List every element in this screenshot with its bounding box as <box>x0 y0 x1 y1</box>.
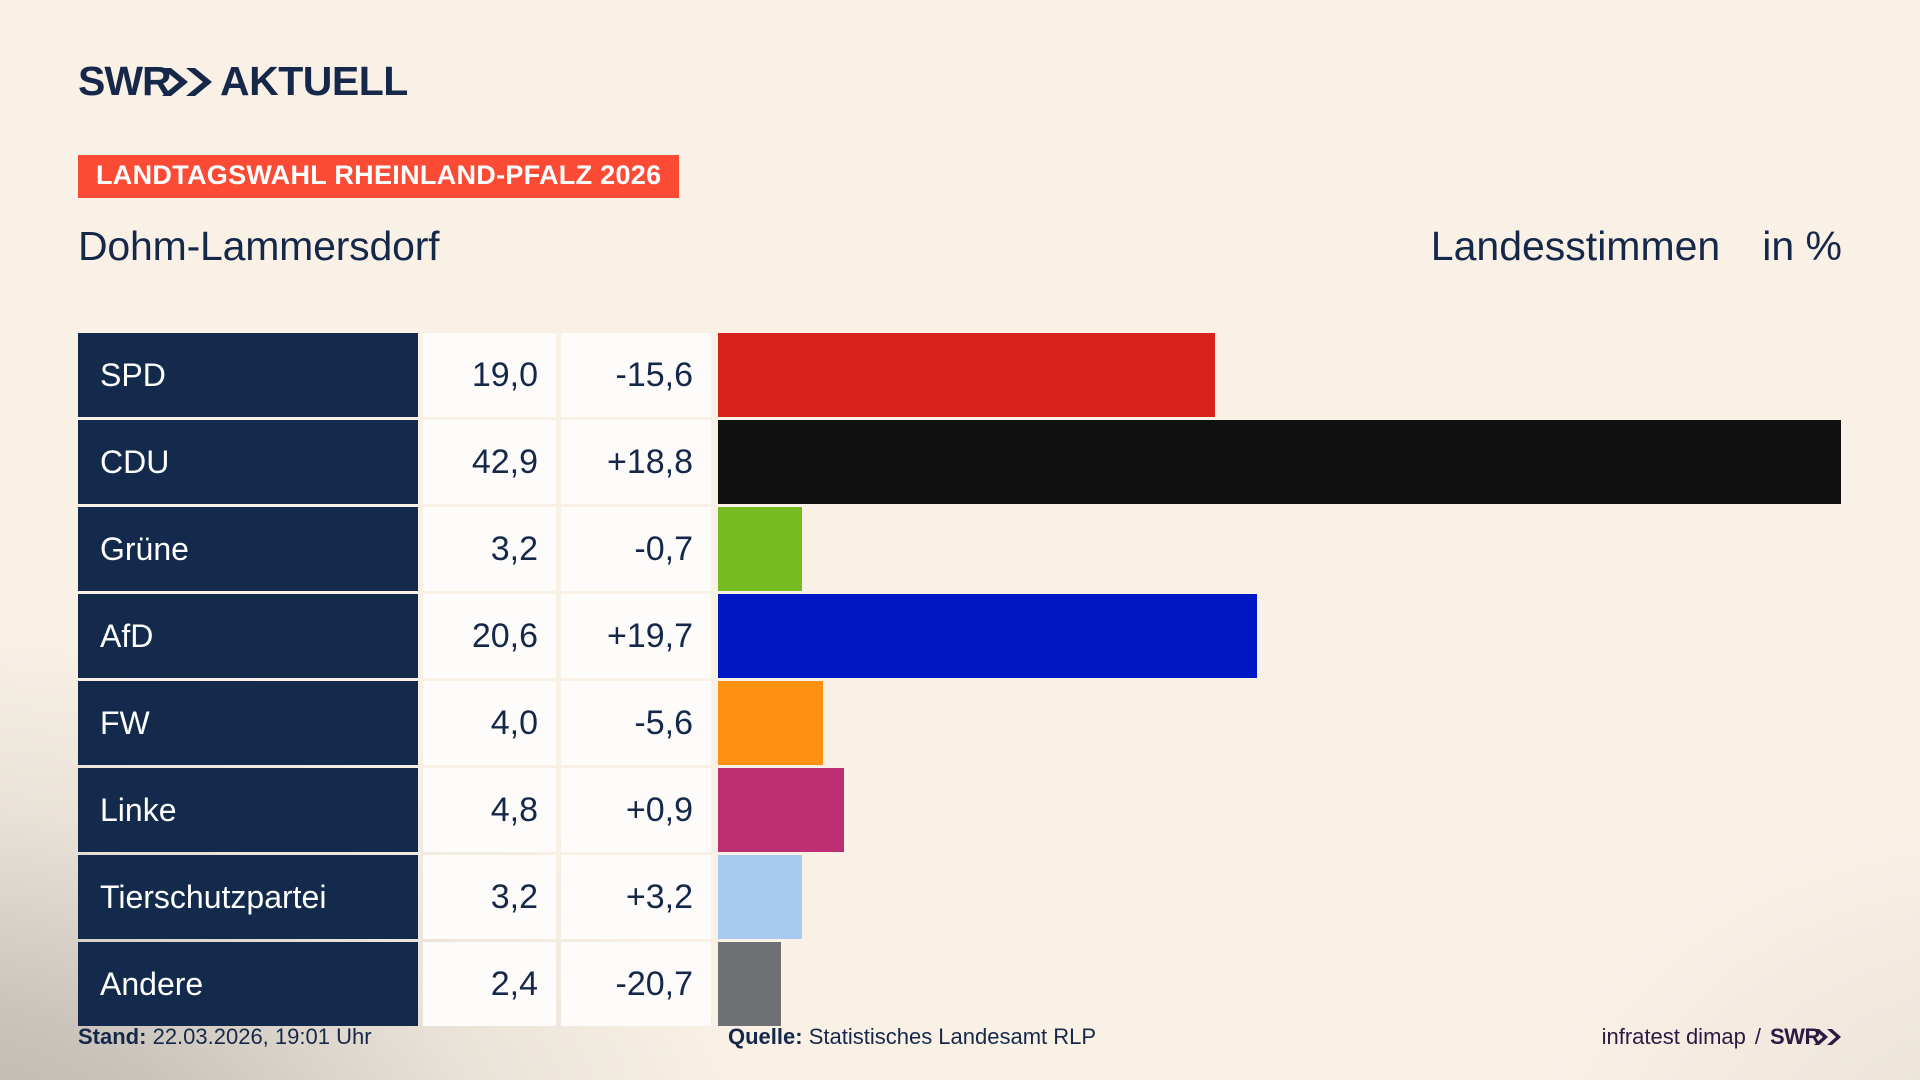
party-bar <box>718 420 1842 504</box>
party-label-cell: Tierschutzpartei <box>78 855 418 939</box>
party-change-cell: +18,8 <box>561 420 711 504</box>
party-name: CDU <box>100 443 170 480</box>
party-name: AfD <box>100 617 154 654</box>
party-name: Linke <box>100 791 177 828</box>
stand-label: Stand: <box>78 1024 147 1049</box>
party-label-cell: Linke <box>78 768 418 852</box>
bar-track <box>718 333 1883 417</box>
party-result-cell: 42,9 <box>423 420 556 504</box>
party-bar <box>718 594 1258 678</box>
bar-track <box>718 681 1883 765</box>
bar-track <box>718 594 1883 678</box>
swr-chevron-logo-icon: SWR <box>1770 1025 1841 1049</box>
party-change-cell: -20,7 <box>561 942 711 1026</box>
party-label-cell: FW <box>78 681 418 765</box>
subheader: Dohm-Lammersdorf Landesstimmen in % <box>78 218 1842 274</box>
party-name: Andere <box>100 965 204 1002</box>
party-label-cell: Andere <box>78 942 418 1026</box>
party-bar <box>718 681 823 765</box>
credit-swr-logo: SWR <box>1770 1025 1842 1049</box>
party-result-cell: 3,2 <box>423 507 556 591</box>
credit-separator: / <box>1754 1024 1761 1049</box>
party-label-cell: AfD <box>78 594 418 678</box>
party-name: Grüne <box>100 530 189 567</box>
party-name: FW <box>100 704 150 741</box>
party-result-cell: 19,0 <box>423 333 556 417</box>
swr-aktuell-wordmark-icon: SWR AKTUELL <box>78 60 408 104</box>
party-bar <box>718 855 802 939</box>
credit-agency: infratest dimap <box>1601 1024 1746 1049</box>
stand-value: 22.03.2026, 19:01 Uhr <box>152 1024 372 1049</box>
quelle-label: Quelle: <box>728 1024 803 1049</box>
party-bar <box>718 333 1216 417</box>
swr-aktuell-logo: SWR AKTUELL <box>78 56 428 110</box>
footer: Stand: 22.03.2026, 19:01 Uhr Quelle: Sta… <box>78 1024 1842 1054</box>
party-change-cell: -5,6 <box>561 681 711 765</box>
party-name: SPD <box>100 356 166 393</box>
party-label-cell: Grüne <box>78 507 418 591</box>
unit-label: in % <box>1762 222 1842 269</box>
election-kicker-badge: LANDTAGSWAHL RHEINLAND-PFALZ 2026 <box>78 155 680 198</box>
municipality-name: Dohm-Lammersdorf <box>78 222 440 269</box>
party-label-cell: SPD <box>78 333 418 417</box>
stand-info: Stand: 22.03.2026, 19:01 Uhr <box>78 1024 372 1050</box>
svg-text:AKTUELL: AKTUELL <box>220 60 408 104</box>
party-change-cell: +3,2 <box>561 855 711 939</box>
bar-track <box>718 420 1883 504</box>
party-bar <box>718 942 781 1026</box>
bar-track <box>718 507 1883 591</box>
party-change-cell: +0,9 <box>561 768 711 852</box>
party-result-cell: 4,8 <box>423 768 556 852</box>
vote-type-label: Landesstimmen <box>1430 222 1721 269</box>
bar-track <box>718 942 1883 1026</box>
party-result-cell: 4,0 <box>423 681 556 765</box>
party-result-cell: 20,6 <box>423 594 556 678</box>
svg-text:SWR: SWR <box>1770 1025 1820 1049</box>
party-change-cell: -15,6 <box>561 333 711 417</box>
party-bar <box>718 768 844 852</box>
vote-type-group: Landesstimmen in % <box>1430 222 1842 269</box>
svg-text:SWR: SWR <box>78 60 171 104</box>
party-result-cell: 2,4 <box>423 942 556 1026</box>
party-name: Tierschutzpartei <box>100 878 327 915</box>
source-info: Quelle: Statistisches Landesamt RLP <box>728 1024 1096 1050</box>
bar-track <box>718 855 1883 939</box>
party-bar <box>718 507 802 591</box>
party-change-cell: -0,7 <box>561 507 711 591</box>
party-label-cell: CDU <box>78 420 418 504</box>
party-result-cell: 3,2 <box>423 855 556 939</box>
party-change-cell: +19,7 <box>561 594 711 678</box>
bar-track <box>718 768 1883 852</box>
quelle-value: Statistisches Landesamt RLP <box>808 1024 1097 1049</box>
credit-info: infratest dimap / SWR <box>1602 1024 1842 1050</box>
